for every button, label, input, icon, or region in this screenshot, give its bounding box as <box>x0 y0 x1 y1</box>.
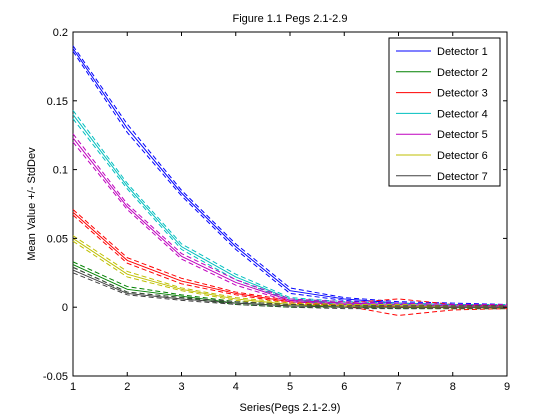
x-tick-label: 3 <box>178 381 184 393</box>
x-tick-label: 5 <box>287 381 293 393</box>
y-tick-label: 0 <box>62 302 68 314</box>
legend-label: Detector 3 <box>437 88 488 100</box>
x-tick-label: 1 <box>70 381 76 393</box>
legend-label: Detector 4 <box>437 108 488 120</box>
x-tick-label: 4 <box>233 381 239 393</box>
legend-label: Detector 6 <box>437 150 488 162</box>
y-tick-label: -0.05 <box>43 371 68 383</box>
x-tick-label: 8 <box>450 381 456 393</box>
ticks-layer: 1 2 3 4 5 6 7 8 9 -0.05 0 0.05 0.1 0.15 0.2 <box>43 27 510 393</box>
x-tick-label: 6 <box>341 381 347 393</box>
x-tick-label: 9 <box>504 381 510 393</box>
x-tick-label: 7 <box>395 381 401 393</box>
lower-stddev-line <box>72 272 507 310</box>
legend: Detector 1 Detector 2 Detector 3 Detector 4… <box>388 37 501 187</box>
legend-box <box>388 37 501 187</box>
lower-stddev-line <box>72 141 507 308</box>
legend-label: Detector 1 <box>437 46 488 58</box>
series-layer <box>72 45 508 316</box>
y-axis-label: Mean Value +/- StdDev <box>26 147 38 261</box>
legend-label: Detector 5 <box>437 129 488 141</box>
y-tick-label: 0.2 <box>53 27 68 39</box>
x-axis-label: Series(Pegs 2.1-2.9) <box>240 402 341 414</box>
legend-label: Detector 7 <box>437 171 488 183</box>
y-tick-label: 0.05 <box>47 233 68 245</box>
y-tick-label: 0.15 <box>47 96 68 108</box>
mean-line <box>72 269 507 308</box>
lower-stddev-line <box>72 214 508 316</box>
series-detector-7 <box>72 266 507 310</box>
upper-stddev-line <box>72 235 507 307</box>
chart-title: Figure 1.1 Pegs 2.1-2.9 <box>233 13 348 25</box>
y-tick-label: 0.1 <box>53 165 68 177</box>
x-tick-label: 2 <box>124 381 130 393</box>
legend-label: Detector 2 <box>437 67 488 79</box>
lower-stddev-line <box>72 240 507 310</box>
upper-stddev-line <box>72 133 507 305</box>
